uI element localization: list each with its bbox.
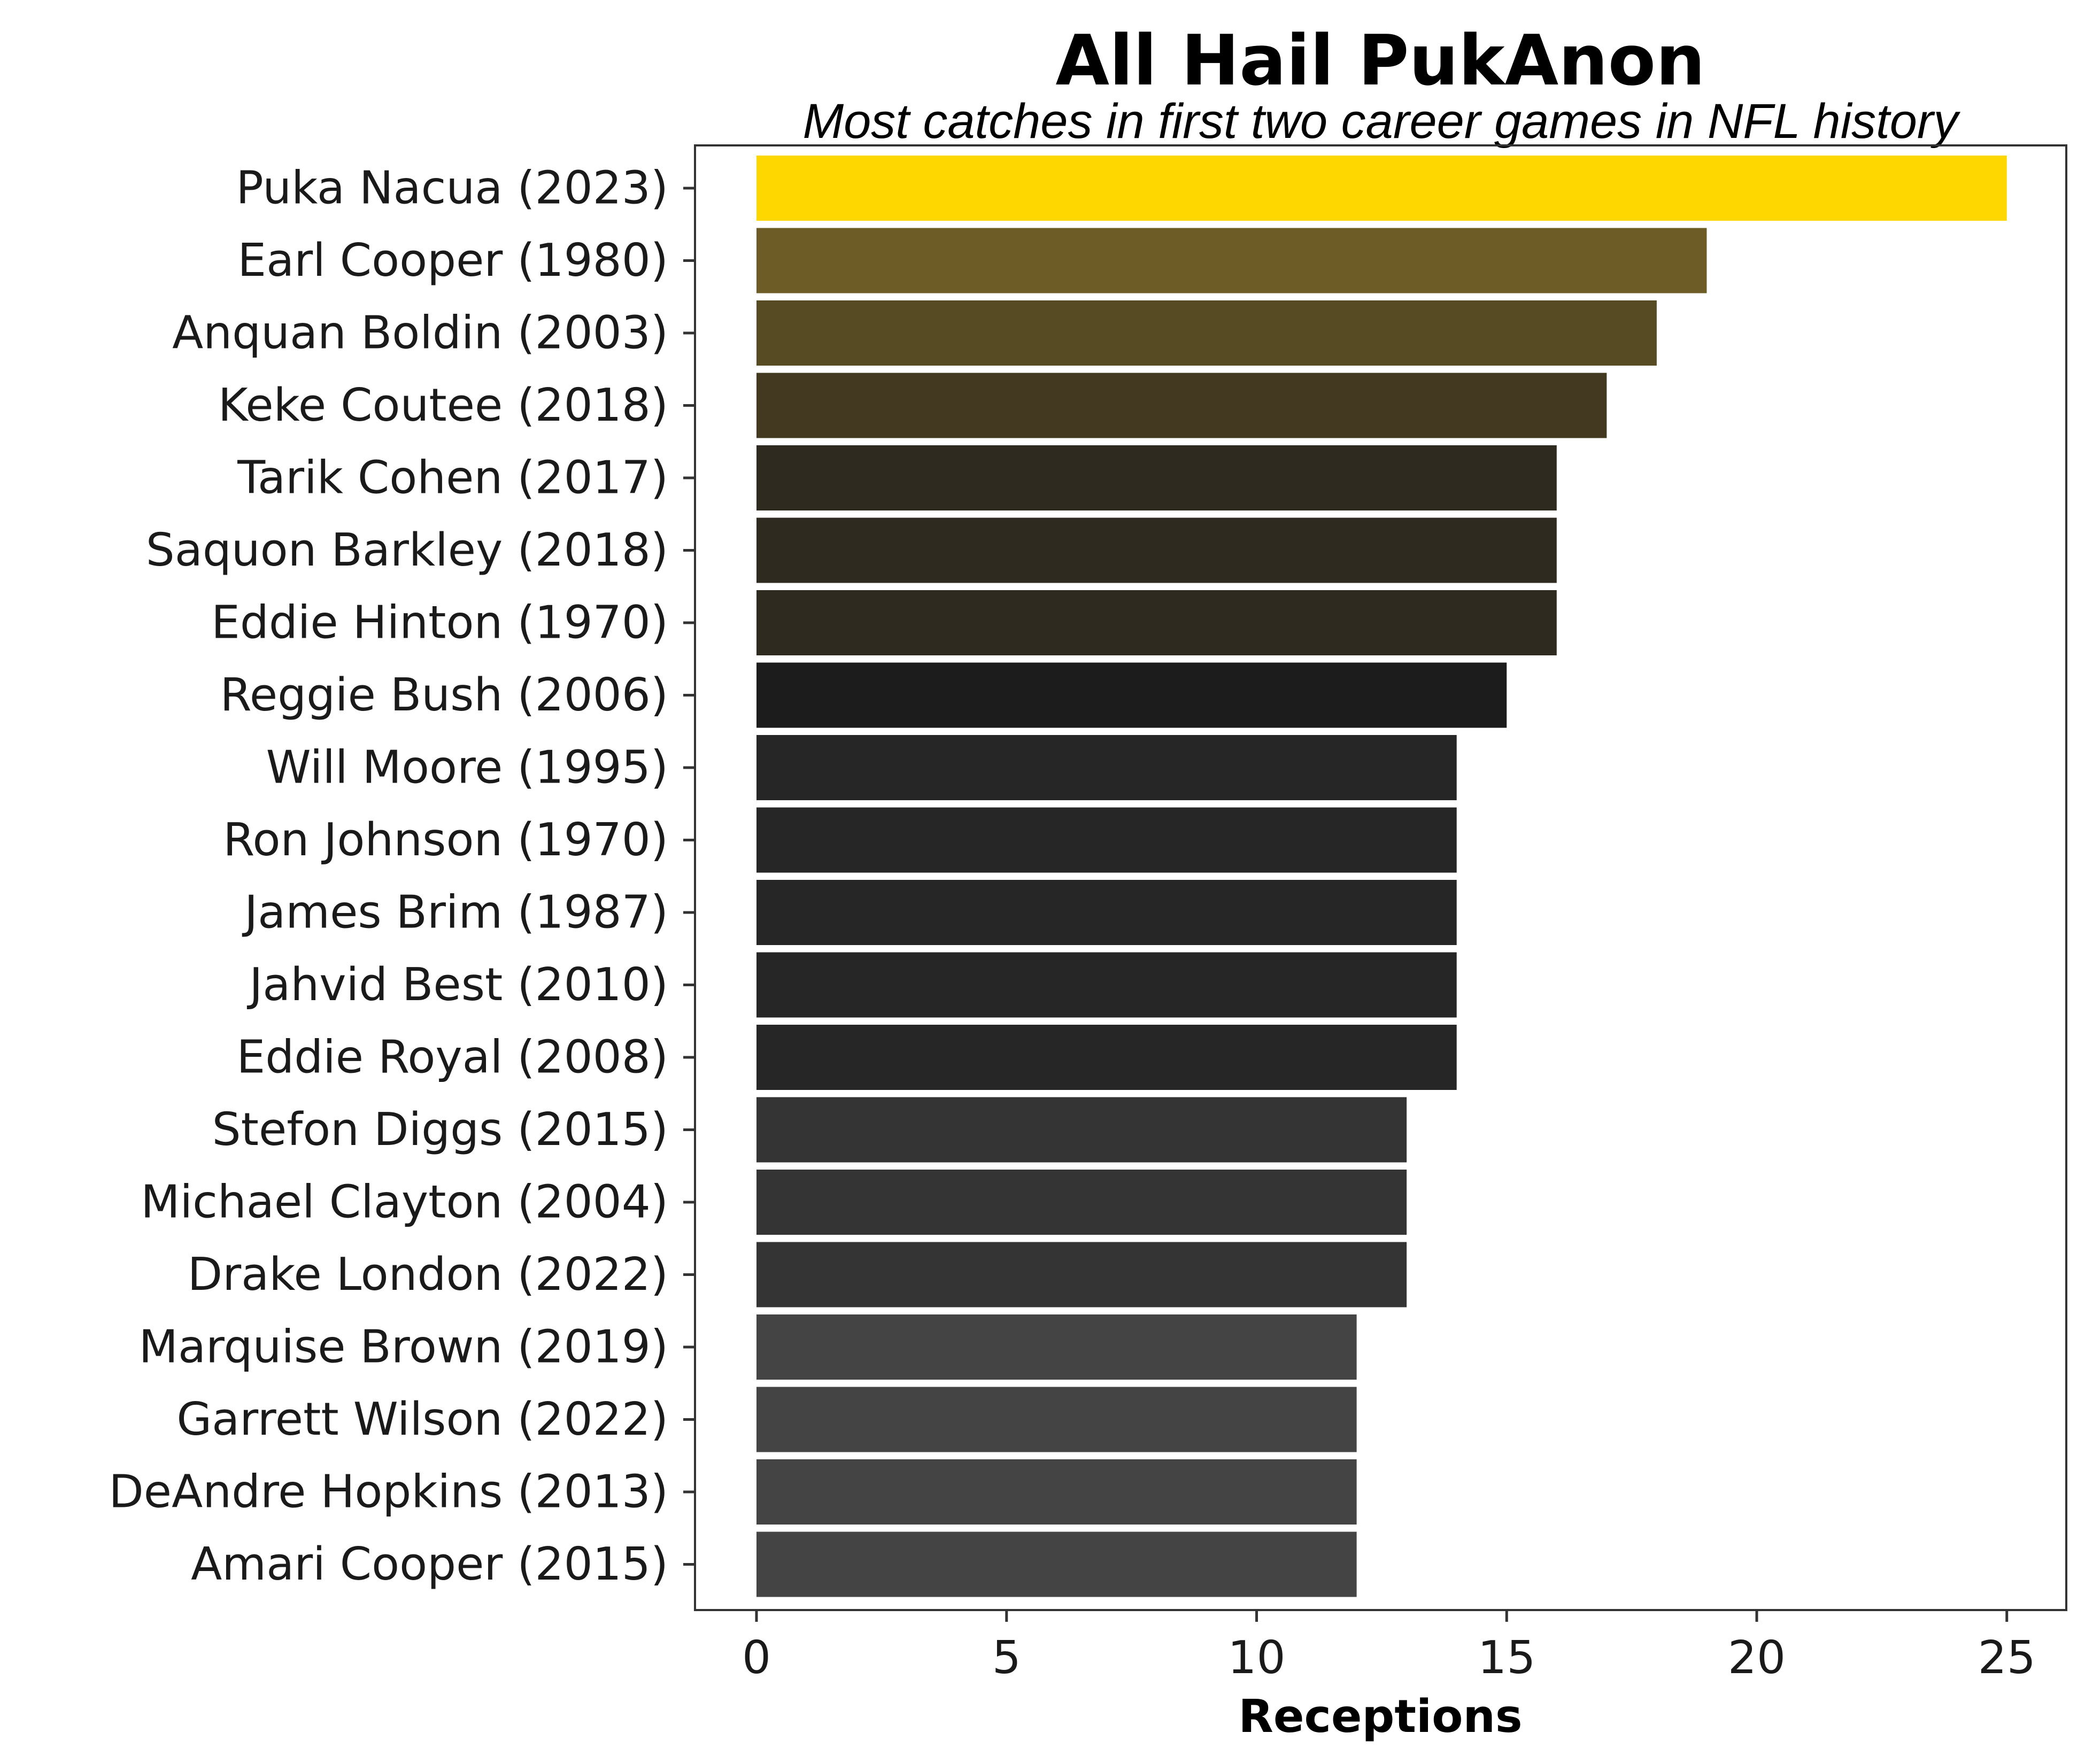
category-label: Reggie Bush (2006) xyxy=(220,669,668,722)
plot-frame xyxy=(694,144,2067,1611)
bar xyxy=(756,1097,1407,1163)
category-label: Stefon Diggs (2015) xyxy=(212,1103,668,1156)
category-label: Marquise Brown (2019) xyxy=(139,1321,668,1374)
category-label: Saquon Barkley (2018) xyxy=(146,524,668,577)
bar xyxy=(756,662,1507,728)
bar xyxy=(756,517,1557,583)
x-tick-label: 20 xyxy=(1728,1631,1786,1684)
category-label: Will Moore (1995) xyxy=(266,741,668,794)
category-label: DeAndre Hopkins (2013) xyxy=(109,1466,668,1519)
bar xyxy=(756,1314,1357,1380)
category-label: Ron Johnson (1970) xyxy=(223,814,668,866)
bar xyxy=(756,1025,1457,1090)
x-tick-label: 0 xyxy=(742,1631,771,1684)
bar xyxy=(756,1387,1357,1452)
category-label: Puka Nacua (2023) xyxy=(236,162,669,215)
category-label: Amari Cooper (2015) xyxy=(191,1538,668,1591)
bar xyxy=(756,1531,1357,1597)
bar xyxy=(756,807,1457,873)
category-label: Michael Clayton (2004) xyxy=(141,1176,668,1229)
bars-layer xyxy=(756,156,2007,1597)
bar xyxy=(756,445,1557,510)
bar xyxy=(756,1459,1357,1525)
bar xyxy=(756,952,1457,1018)
x-tick-label: 25 xyxy=(1978,1631,2036,1684)
chart-title: All Hail PukAnon xyxy=(1055,20,1705,101)
category-label: James Brim (1987) xyxy=(242,886,668,939)
bar xyxy=(756,156,2007,221)
bar xyxy=(756,373,1607,438)
x-tick-label: 15 xyxy=(1478,1631,1535,1684)
bar xyxy=(756,228,1707,293)
bar xyxy=(756,590,1557,655)
category-label: Keke Coutee (2018) xyxy=(218,379,668,432)
bar xyxy=(756,880,1457,945)
category-label: Eddie Hinton (1970) xyxy=(211,597,668,649)
bar xyxy=(756,1242,1407,1307)
category-label: Eddie Royal (2008) xyxy=(237,1031,668,1084)
category-label: Jahvid Best (2010) xyxy=(246,958,668,1011)
bar xyxy=(756,1170,1407,1235)
x-tick-label: 5 xyxy=(992,1631,1021,1684)
chart-subtitle: Most catches in first two career games i… xyxy=(802,94,1960,149)
bar xyxy=(756,735,1457,800)
category-label: Anquan Boldin (2003) xyxy=(172,307,668,360)
category-label: Tarik Cohen (2017) xyxy=(237,452,668,505)
category-label: Garrett Wilson (2022) xyxy=(176,1393,668,1446)
bar xyxy=(756,300,1657,366)
category-label: Drake London (2022) xyxy=(188,1248,668,1301)
category-labels: Puka Nacua (2023) Earl Cooper (1980) Anqua… xyxy=(109,162,695,1591)
category-label: Earl Cooper (1980) xyxy=(237,234,668,287)
x-axis: 0 5 10 15 20 25 xyxy=(742,1610,2036,1684)
x-axis-title: Receptions xyxy=(1238,1690,1522,1743)
x-tick-label: 10 xyxy=(1227,1631,1285,1684)
